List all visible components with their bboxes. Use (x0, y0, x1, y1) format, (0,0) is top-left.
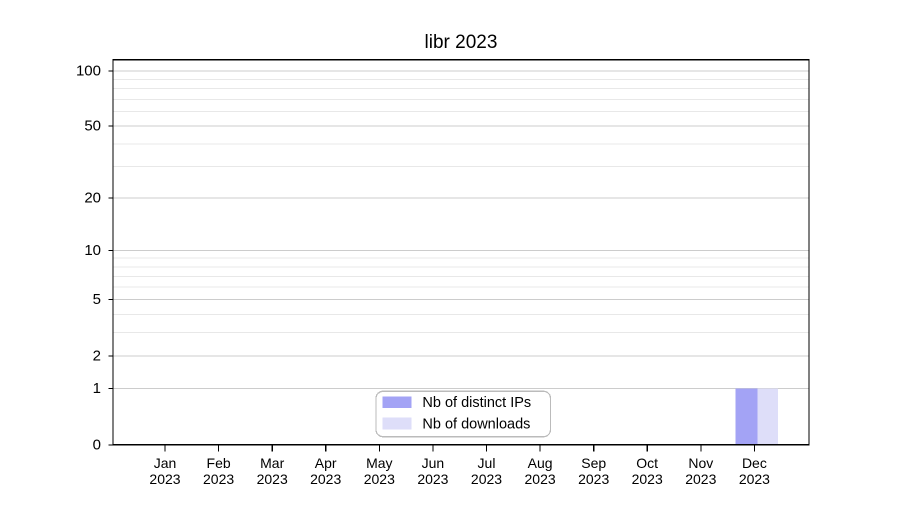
svg-text:50: 50 (84, 118, 101, 135)
svg-text:Nov: Nov (688, 455, 713, 471)
svg-text:10: 10 (84, 242, 101, 259)
svg-text:Mar: Mar (260, 455, 284, 471)
svg-text:Jul: Jul (478, 455, 496, 471)
svg-text:Apr: Apr (315, 455, 337, 471)
svg-text:Feb: Feb (207, 455, 231, 471)
svg-text:May: May (366, 455, 392, 471)
svg-text:libr 2023: libr 2023 (425, 32, 498, 53)
svg-text:Jun: Jun (422, 455, 445, 471)
svg-text:2023: 2023 (685, 471, 716, 487)
svg-text:2023: 2023 (364, 471, 395, 487)
svg-text:0: 0 (93, 436, 101, 453)
svg-text:2023: 2023 (739, 471, 770, 487)
svg-text:2023: 2023 (525, 471, 556, 487)
svg-text:Nb of distinct IPs: Nb of distinct IPs (422, 395, 531, 411)
svg-text:2023: 2023 (203, 471, 234, 487)
svg-text:2023: 2023 (578, 471, 609, 487)
svg-text:2023: 2023 (632, 471, 663, 487)
svg-text:100: 100 (76, 62, 101, 79)
svg-text:20: 20 (84, 190, 101, 207)
svg-text:Nb of downloads: Nb of downloads (422, 417, 530, 433)
svg-text:5: 5 (93, 291, 101, 308)
svg-text:2023: 2023 (471, 471, 502, 487)
svg-text:2023: 2023 (417, 471, 448, 487)
svg-text:Aug: Aug (528, 455, 553, 471)
svg-text:Oct: Oct (636, 455, 658, 471)
svg-text:1: 1 (93, 380, 101, 397)
svg-text:Dec: Dec (742, 455, 767, 471)
svg-text:2023: 2023 (257, 471, 288, 487)
svg-text:Sep: Sep (581, 455, 606, 471)
svg-text:Jan: Jan (154, 455, 177, 471)
svg-text:2023: 2023 (310, 471, 341, 487)
svg-text:2023: 2023 (149, 471, 180, 487)
svg-text:2: 2 (93, 347, 101, 364)
